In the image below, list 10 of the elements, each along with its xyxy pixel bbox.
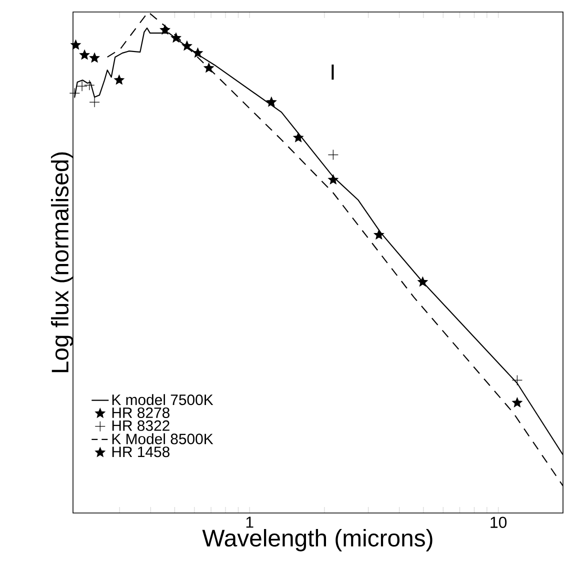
x-tick-label: 10 xyxy=(490,516,507,528)
y-axis-title: Log flux (normalised) xyxy=(50,152,74,372)
legend-label: HR 8322 xyxy=(112,420,170,431)
annotation: I xyxy=(332,64,334,80)
legend-label: K model 7500K xyxy=(112,394,214,406)
legend-label: HR 1458 xyxy=(112,446,170,458)
legend-label: HR 8278 xyxy=(112,407,170,418)
x-tick-label: 1 xyxy=(246,516,254,528)
legend-label: K Model 8500K xyxy=(112,433,214,444)
x-axis-title: Wavelength (microns) xyxy=(202,529,432,552)
